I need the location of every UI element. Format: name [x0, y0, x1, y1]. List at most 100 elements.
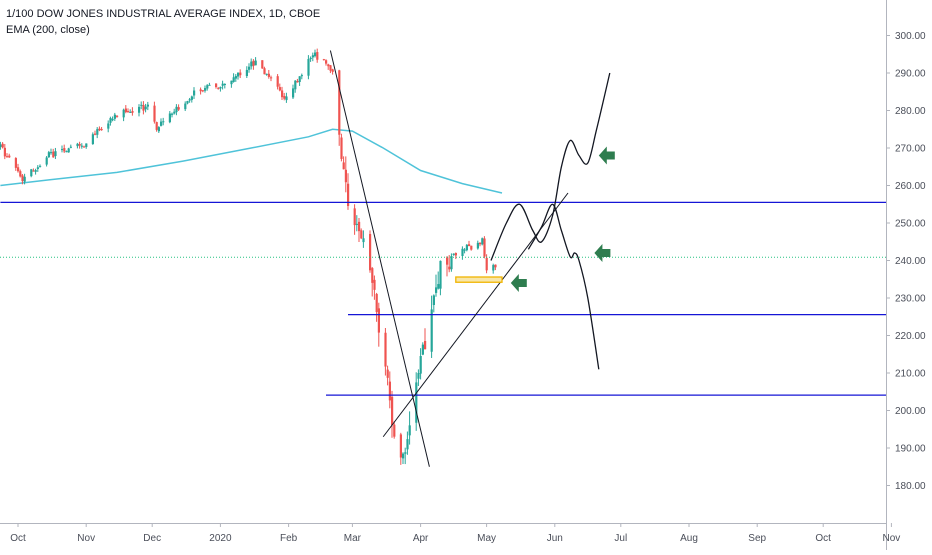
x-tick-label: Oct: [815, 533, 831, 544]
candle-body: [399, 434, 402, 458]
candle-body: [309, 57, 312, 60]
candle-body: [375, 293, 378, 313]
candle: [232, 73, 235, 83]
candle-body: [36, 167, 39, 169]
candle-body: [113, 114, 116, 119]
candle-body: [173, 111, 176, 114]
candle: [91, 132, 94, 145]
candle-body: [435, 287, 438, 293]
candle: [23, 173, 26, 185]
candle: [67, 147, 70, 153]
x-tick-label: Oct: [10, 533, 26, 544]
candle-body: [452, 253, 455, 256]
candle-body: [76, 143, 79, 147]
candle: [245, 66, 248, 78]
candle: [369, 230, 372, 273]
candle-body: [430, 309, 433, 352]
candle: [463, 248, 466, 254]
candle-body: [98, 128, 101, 131]
y-tick-label: 260.00: [895, 181, 926, 192]
candle: [344, 156, 347, 193]
candle-body: [450, 256, 453, 270]
candle-body: [270, 77, 273, 79]
candle: [492, 263, 495, 274]
candle: [252, 59, 255, 70]
candle-body: [188, 99, 191, 101]
indicator-label[interactable]: EMA (200, close): [6, 24, 90, 36]
candle: [100, 127, 103, 131]
x-tick-label: Nov: [77, 533, 95, 544]
candle-body: [215, 83, 218, 88]
candle-body: [175, 106, 178, 113]
candle-body: [69, 146, 72, 148]
candle-body: [171, 113, 174, 115]
candle: [17, 163, 20, 173]
candle: [479, 242, 482, 247]
candle-body: [193, 90, 196, 96]
candle: [219, 86, 222, 92]
candle: [175, 104, 178, 116]
candle-body: [217, 87, 220, 89]
candle-body: [331, 69, 334, 72]
symbol-title: 1/100 DOW JONES INDUSTRIAL AVERAGE INDEX…: [6, 8, 321, 20]
candle: [481, 237, 484, 246]
candle-body: [285, 96, 288, 101]
candle: [261, 60, 264, 69]
candle-body: [263, 68, 266, 75]
candle-body: [223, 83, 226, 85]
candle: [208, 82, 211, 86]
trendline: [329, 50, 430, 467]
candle: [171, 112, 174, 118]
candle: [109, 116, 112, 126]
candle: [63, 144, 66, 153]
candle-body: [479, 242, 482, 245]
candle-body: [34, 170, 37, 172]
candle: [327, 63, 330, 70]
candle-body: [17, 167, 20, 172]
candle-body: [404, 452, 407, 454]
candle: [30, 168, 33, 178]
candle-body: [338, 70, 341, 135]
candle: [52, 148, 55, 158]
candle: [113, 112, 116, 121]
candle: [168, 111, 171, 124]
candle-body: [294, 80, 297, 90]
candle-body: [21, 175, 24, 182]
candle-body: [340, 137, 343, 159]
candle-body: [353, 208, 356, 226]
y-tick-label: 300.00: [895, 31, 926, 42]
candle-body: [283, 95, 286, 99]
candle-body: [421, 344, 424, 355]
y-tick-label: 210.00: [895, 369, 926, 380]
candle-body: [237, 72, 240, 77]
candle: [239, 69, 242, 79]
candle: [325, 59, 328, 66]
candle-body: [267, 73, 270, 77]
candle-body: [0, 144, 2, 147]
candle: [307, 55, 310, 80]
candle: [386, 365, 389, 386]
candle-body: [39, 165, 42, 167]
candle-body: [67, 148, 70, 153]
x-tick-label: Feb: [280, 533, 298, 544]
candle-body: [342, 162, 345, 170]
candle-body: [276, 76, 279, 87]
candle: [452, 253, 455, 256]
candle: [294, 80, 297, 93]
candle: [375, 292, 378, 322]
x-tick-label: Aug: [680, 533, 698, 544]
candle: [311, 52, 314, 62]
candle: [406, 431, 409, 455]
x-tick-label: Apr: [413, 533, 429, 544]
candle: [415, 372, 418, 431]
candle: [384, 328, 387, 376]
candle-body: [316, 52, 319, 60]
candle-body: [63, 148, 66, 152]
x-tick-label: 2020: [209, 533, 232, 544]
candle-body: [355, 223, 358, 225]
candle: [45, 156, 48, 167]
candle: [435, 274, 438, 297]
candle-body: [377, 308, 380, 333]
